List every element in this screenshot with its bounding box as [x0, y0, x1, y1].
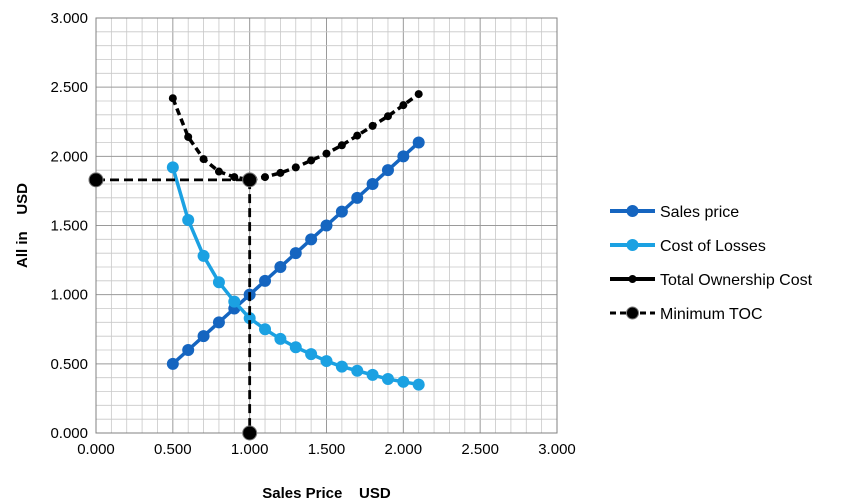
data-point: [289, 247, 302, 260]
data-point: [381, 164, 394, 177]
x-tick-label: 1.000: [231, 441, 269, 458]
y-axis-title: All in USD: [14, 183, 31, 268]
data-point: [381, 373, 394, 386]
x-tick-label: 0.000: [77, 441, 115, 458]
data-point: [197, 330, 210, 343]
legend-item-sales-price: Sales price: [610, 204, 739, 221]
data-point: [305, 348, 318, 361]
data-point: [291, 163, 300, 172]
data-point: [182, 213, 195, 226]
legend-marker: [626, 306, 639, 320]
data-point: [259, 274, 272, 287]
x-tick-label: 3.000: [538, 441, 576, 458]
legend-marker: [628, 275, 637, 283]
series-sales-price: [166, 136, 425, 370]
data-point: [397, 375, 410, 388]
data-point: [242, 425, 258, 441]
legend-marker: [626, 239, 639, 251]
y-tick-label: 1.000: [50, 287, 88, 304]
y-tick-label: 1.500: [50, 218, 88, 235]
legend-label: Minimum TOC: [660, 306, 763, 323]
series-minimum-toc: [88, 172, 258, 441]
data-point: [274, 261, 287, 273]
series-cost-of-losses: [166, 161, 425, 391]
y-tick-label: 2.000: [50, 148, 88, 165]
data-point: [214, 167, 223, 176]
data-point: [305, 233, 318, 246]
legend-item-minimum-toc: Minimum TOC: [610, 306, 763, 323]
legend-marker: [626, 205, 639, 217]
data-point: [199, 155, 208, 164]
data-point: [243, 312, 256, 325]
data-point: [383, 112, 392, 121]
legend-item-total-ownership-cost: Total Ownership Cost: [610, 272, 813, 289]
y-tick-label: 0.500: [50, 356, 88, 373]
data-point: [414, 90, 423, 99]
data-point: [351, 191, 364, 204]
data-point: [368, 121, 377, 130]
data-point: [412, 136, 425, 149]
data-point: [261, 173, 270, 182]
data-point: [320, 355, 333, 368]
data-point: [307, 156, 316, 165]
legend-item-cost-of-losses: Cost of Losses: [610, 238, 766, 255]
data-point: [168, 94, 177, 103]
y-tick-label: 0.000: [50, 425, 88, 442]
data-point: [184, 132, 193, 141]
tick-labels: 0.000 0.500 1.000 1.500 2.000 2.500 3.000 0.000…: [50, 10, 575, 458]
data-point: [335, 360, 348, 373]
data-point: [337, 141, 346, 150]
data-point: [366, 178, 379, 190]
x-tick-label: 1.500: [308, 441, 346, 458]
legend-label: Total Ownership Cost: [660, 272, 813, 289]
grid: [95, 17, 558, 434]
data-point: [399, 101, 408, 110]
data-point: [397, 150, 410, 163]
data-point: [242, 172, 258, 188]
data-point: [335, 205, 348, 218]
data-point: [197, 249, 210, 262]
data-point: [351, 364, 364, 377]
data-point: [322, 149, 331, 158]
data-point: [166, 357, 179, 370]
legend-label: Sales price: [660, 204, 739, 221]
x-tick-label: 0.500: [154, 441, 192, 458]
series-layer: [88, 90, 425, 441]
data-point: [366, 368, 379, 381]
data-point: [228, 295, 241, 308]
data-point: [289, 341, 302, 354]
y-tick-label: 2.500: [50, 79, 88, 96]
y-tick-label: 3.000: [50, 10, 88, 27]
data-point: [320, 219, 333, 232]
plot-area-border: [95, 17, 558, 434]
data-point: [274, 332, 287, 345]
data-point: [276, 168, 285, 177]
data-point: [88, 172, 104, 188]
data-point: [353, 131, 362, 140]
data-point: [412, 378, 425, 391]
x-tick-label: 2.500: [461, 441, 499, 458]
data-point: [212, 276, 225, 289]
data-point: [259, 323, 272, 336]
x-axis-title: Sales Price USD: [262, 485, 391, 502]
data-point: [212, 316, 225, 329]
x-tick-label: 2.000: [385, 441, 423, 458]
data-point: [166, 161, 179, 174]
data-point: [182, 344, 195, 356]
series-line: [96, 178, 252, 433]
legend: Sales price Cost of Losses Total Ownership…: [610, 204, 813, 323]
legend-label: Cost of Losses: [660, 238, 766, 255]
